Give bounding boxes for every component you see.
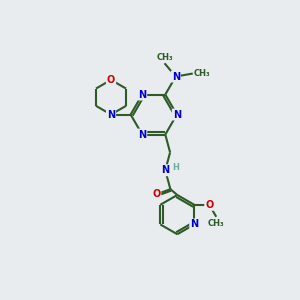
Text: N: N	[107, 110, 115, 119]
Text: O: O	[107, 75, 115, 85]
Text: CH₃: CH₃	[208, 219, 225, 228]
Text: N: N	[138, 89, 146, 100]
Text: O: O	[205, 200, 214, 210]
Text: N: N	[172, 71, 180, 82]
Text: N: N	[138, 130, 146, 140]
Text: H: H	[172, 164, 178, 172]
Text: N: N	[161, 165, 170, 175]
Text: N: N	[190, 219, 198, 230]
Text: N: N	[107, 110, 115, 119]
Text: N: N	[173, 110, 181, 119]
Text: CH₃: CH₃	[156, 53, 173, 62]
Text: O: O	[152, 189, 160, 199]
Text: CH₃: CH₃	[194, 69, 211, 78]
